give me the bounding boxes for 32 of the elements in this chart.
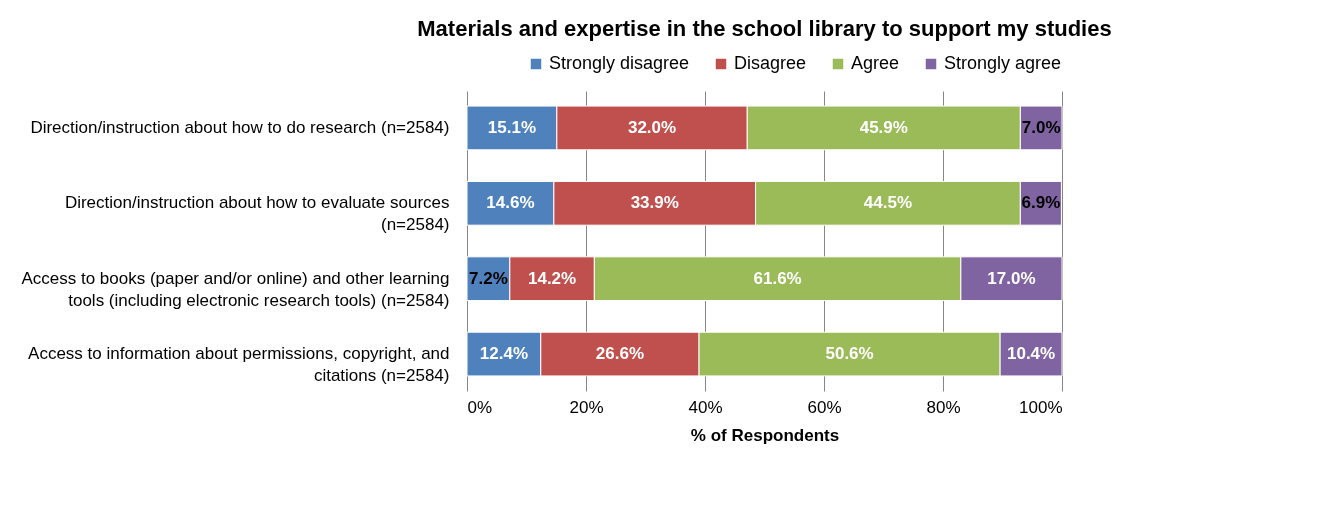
data-label: 7.2% [469,268,508,288]
legend-label: Agree [851,53,900,73]
x-tick-label: 80% [926,397,961,417]
x-tick-label: 20% [569,397,604,417]
data-label: 50.6% [825,344,874,364]
data-label: 17.0% [987,268,1036,288]
legend-label: Disagree [734,53,807,73]
data-label: 45.9% [859,117,908,137]
y-tick-label: Direction/instruction about how to evaluate sources (n=2584) [64,193,450,235]
data-label: 12.4% [479,344,528,364]
data-label: 61.6% [753,268,802,288]
x-tick-label: 100% [1019,397,1063,417]
chart-title: Materials and expertise in the school library to support my studies [417,16,1112,41]
x-tick-label: 40% [688,397,723,417]
y-tick-label: Access to information about permissions, copyright, and citations (n=2584) [28,344,450,386]
x-tick-label: 0% [467,397,493,417]
data-label: 10.4% [1006,344,1056,364]
y-tick-label: Direction/instruction about how to do research (n=2584) [30,117,450,137]
legend-label: Strongly disagree [549,53,690,73]
y-tick-label: Access to books (paper and/or online) and other learning tools (including electronic research tools) (n=2584) [21,268,450,310]
data-label: 44.5% [863,193,913,213]
x-tick-label: 60% [807,397,842,417]
data-label: 26.6% [595,344,645,364]
data-label: 15.1% [487,117,537,137]
data-label: 32.0% [627,117,677,137]
x-axis-title: % of Respondents [690,425,840,445]
data-label: 14.6% [486,193,535,213]
data-label: 33.9% [630,193,679,213]
legend-label: Strongly agree [944,53,1062,73]
data-label: 14.2% [527,268,577,288]
data-label: 7.0% [1021,117,1061,137]
data-label: 6.9% [1021,193,1061,213]
